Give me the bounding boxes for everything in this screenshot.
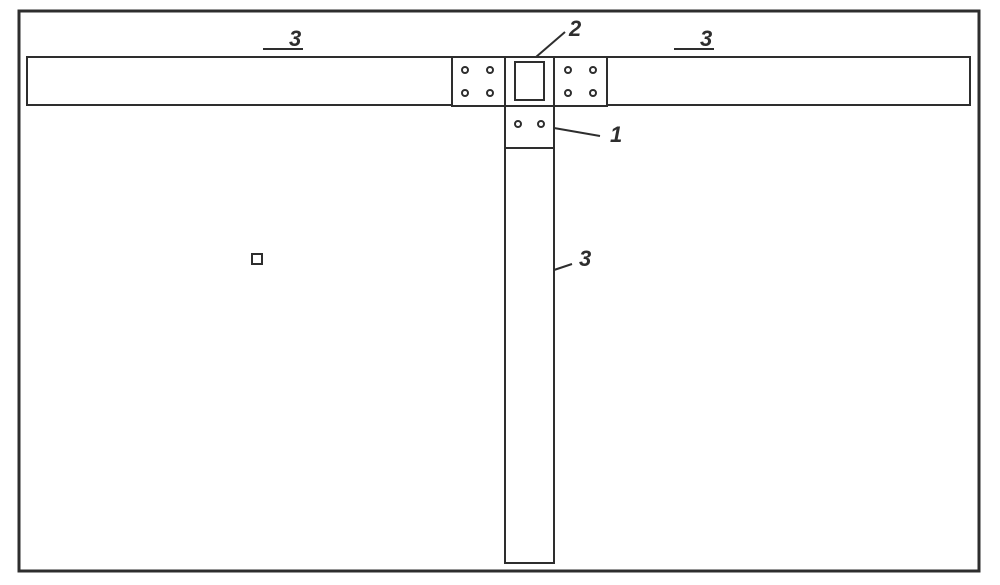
- bolt: [565, 67, 571, 73]
- center-inner-rect: [515, 62, 544, 100]
- beam-left: [27, 57, 452, 105]
- outer-frame: [19, 11, 979, 571]
- bolt: [590, 90, 596, 96]
- plate-left: [452, 57, 505, 106]
- t-beam-diagram: 1 2 3 3 3: [0, 0, 1000, 585]
- bolt: [565, 90, 571, 96]
- center-block: [505, 57, 554, 106]
- bolt: [487, 90, 493, 96]
- label-3-left: 3: [289, 26, 301, 51]
- label-3-vertical: 3: [579, 246, 591, 271]
- label-2: 2: [568, 16, 582, 41]
- bolt: [462, 90, 468, 96]
- leader-1: [554, 128, 600, 136]
- bolt: [590, 67, 596, 73]
- stray-box: [252, 254, 262, 264]
- label-3-right: 3: [700, 26, 712, 51]
- bolt: [487, 67, 493, 73]
- plate-bottom: [505, 106, 554, 148]
- bolt: [515, 121, 521, 127]
- leader-2: [536, 32, 565, 57]
- plate-right: [554, 57, 607, 106]
- beam-right: [607, 57, 970, 105]
- leader-3-vertical: [554, 264, 572, 270]
- beam-vertical: [505, 148, 554, 563]
- label-1: 1: [610, 122, 622, 147]
- bolt: [462, 67, 468, 73]
- bolt: [538, 121, 544, 127]
